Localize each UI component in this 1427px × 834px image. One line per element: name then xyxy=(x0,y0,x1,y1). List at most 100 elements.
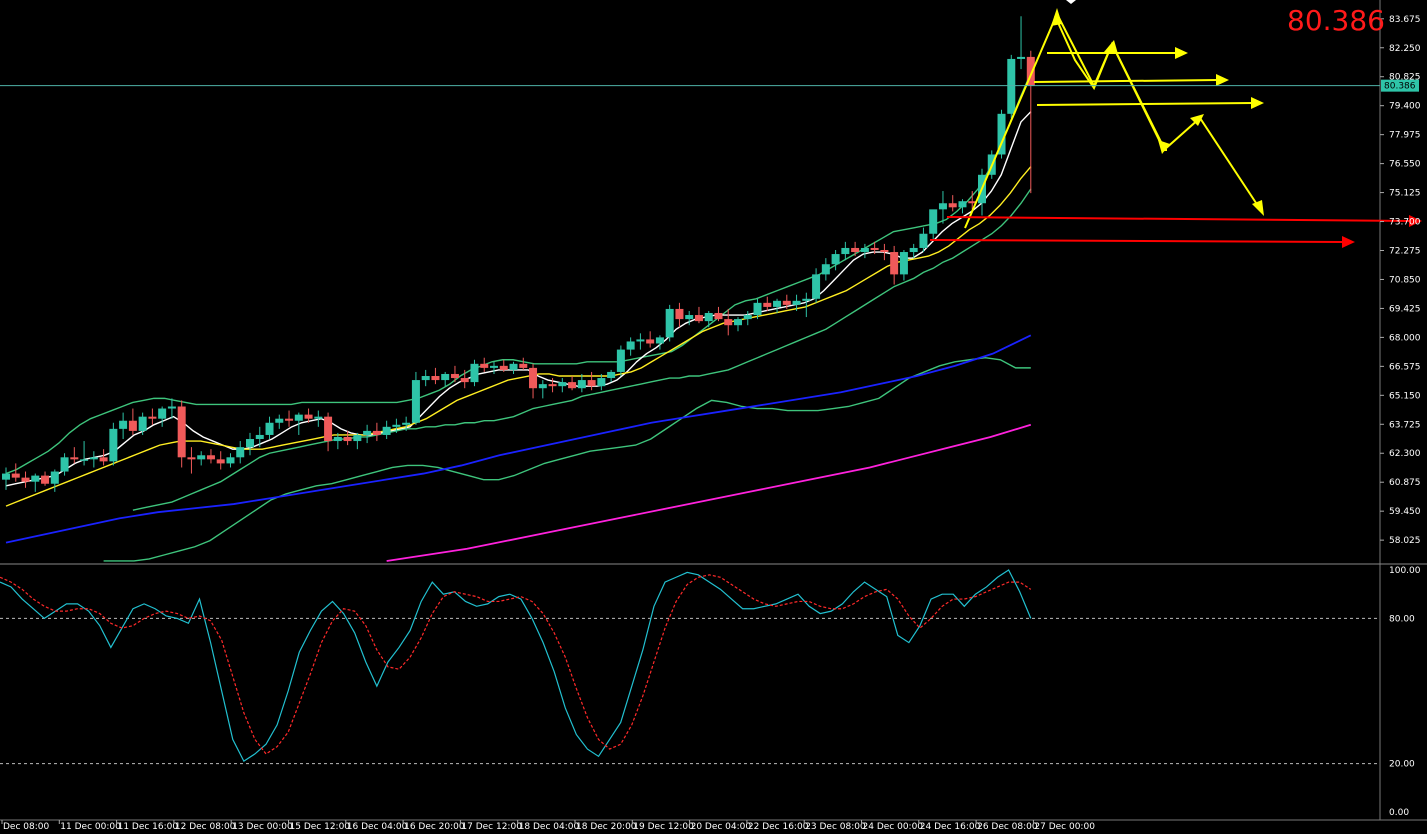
candle-body xyxy=(997,113,1006,155)
candles xyxy=(2,16,1035,492)
price-tick-label: 65.150 xyxy=(1389,391,1421,401)
candle-body xyxy=(89,457,98,460)
candle-body xyxy=(724,319,733,326)
time-tick-label: 23 Dec 08:00 xyxy=(805,822,866,832)
yellow-arrowhead-right xyxy=(1190,114,1204,126)
candle-body xyxy=(734,319,742,326)
candle-body xyxy=(372,430,381,435)
yellow-path-pullback xyxy=(1054,15,1113,91)
candle-body xyxy=(41,475,50,484)
time-tick-label: 22 Dec 16:00 xyxy=(748,822,809,832)
price-tick-label: 79.400 xyxy=(1389,102,1421,112)
time-tick-label: 11 Dec 00:00 xyxy=(60,822,121,832)
red-support-line-1 xyxy=(946,216,1413,222)
time-tick-label: 13 Dec 00:00 xyxy=(232,822,293,832)
time-tick-label: 27 Dec 00:00 xyxy=(1034,822,1095,832)
candle-body xyxy=(158,408,167,419)
red-support-line-1-head xyxy=(1409,215,1422,227)
candle-body xyxy=(763,302,772,307)
candle-body xyxy=(616,349,625,372)
candle-body xyxy=(646,339,655,344)
time-tick-label: 15 Dec 12:00 xyxy=(290,822,351,832)
price-tick-label: 80.825 xyxy=(1389,73,1421,83)
red-support-line-2 xyxy=(929,239,1345,243)
stoch-signal-line xyxy=(0,574,1032,755)
candle-body xyxy=(1017,56,1026,59)
candle-body xyxy=(704,313,713,322)
candle-body xyxy=(138,416,147,431)
candle-body xyxy=(548,384,557,387)
time-tick-label: 20 Dec 04:00 xyxy=(691,822,752,832)
candle-body xyxy=(607,371,616,379)
candle-body xyxy=(480,363,489,368)
price-tick-label: 58.025 xyxy=(1389,536,1421,546)
price-tick-label: 82.250 xyxy=(1389,44,1421,54)
candle-body xyxy=(899,252,908,275)
candle-body xyxy=(60,457,69,472)
candle-body xyxy=(314,416,323,419)
time-tick-label: 18 Dec 20:00 xyxy=(576,822,637,832)
candle-body xyxy=(821,264,830,275)
candle-body xyxy=(958,201,967,208)
candle-body xyxy=(382,426,391,435)
candle-body xyxy=(285,418,294,421)
price-tick-label: 77.975 xyxy=(1389,131,1421,141)
current-price-tag-bg xyxy=(1381,79,1419,92)
candle-body xyxy=(431,376,440,381)
candle-body xyxy=(929,209,938,234)
candle-body xyxy=(860,247,869,253)
time-tick-label: 16 Dec 04:00 xyxy=(347,822,408,832)
price-tick-label: 63.725 xyxy=(1389,420,1421,430)
time-tick-label: 17 Dec 12:00 xyxy=(461,822,522,832)
candle-body xyxy=(577,380,586,389)
candle-body xyxy=(255,434,264,440)
stoch-tick-label: 0.00 xyxy=(1389,808,1409,818)
candle-body xyxy=(870,247,879,250)
time-tick-label: 16 Dec 20:00 xyxy=(404,822,465,832)
current-price-line: 80.386 xyxy=(0,79,1419,92)
price-tick-label: 66.575 xyxy=(1389,362,1421,372)
candle-body xyxy=(197,455,206,460)
candle-body xyxy=(880,249,889,253)
price-tick-label: 83.675 xyxy=(1389,15,1421,25)
candle-body xyxy=(909,247,918,253)
candle-body xyxy=(421,376,430,381)
candle-body xyxy=(206,455,215,460)
candle-body xyxy=(128,420,137,431)
candle-body xyxy=(714,313,723,320)
candle-body xyxy=(773,300,782,307)
candle-body xyxy=(851,247,860,253)
candle-body xyxy=(519,363,528,368)
candle-body xyxy=(31,475,40,482)
time-tick-label: 24 Dec 16:00 xyxy=(920,822,981,832)
bollinger-band-line xyxy=(132,188,1032,511)
candle-body xyxy=(333,436,342,442)
candle-body xyxy=(1007,58,1016,114)
candle-body xyxy=(538,384,547,389)
candle-body xyxy=(743,315,752,320)
candle-body xyxy=(392,424,401,427)
candle-body xyxy=(246,439,254,448)
candle-body xyxy=(167,406,176,409)
bollinger-band-line xyxy=(103,357,1031,562)
candle-body xyxy=(792,300,801,305)
candle-body xyxy=(226,457,235,464)
candle-body xyxy=(665,308,674,338)
candle-body xyxy=(568,382,577,389)
price-tick-label: 59.450 xyxy=(1389,507,1421,517)
candle-body xyxy=(21,477,30,482)
candle-body xyxy=(753,302,762,316)
yellow-hline-3 xyxy=(1036,102,1254,106)
candle-body xyxy=(626,341,635,350)
candle-body xyxy=(353,434,362,442)
stoch-tick-label: 20.00 xyxy=(1389,760,1415,770)
top-marker xyxy=(1066,0,1076,4)
moving-averages xyxy=(5,111,1032,562)
yellow-arrowhead-end xyxy=(1252,200,1264,216)
candle-body xyxy=(490,365,498,368)
candle-body xyxy=(50,471,59,484)
candle-body xyxy=(831,254,840,265)
candle-body xyxy=(343,436,352,442)
candle-body xyxy=(2,473,10,480)
